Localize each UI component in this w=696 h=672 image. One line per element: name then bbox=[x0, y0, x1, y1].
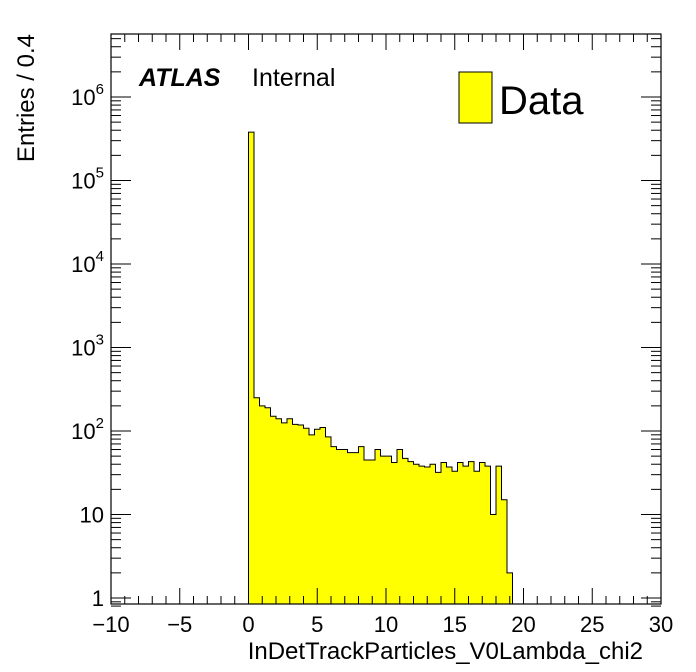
y-tick-label: 104 bbox=[71, 248, 104, 277]
histogram-bin bbox=[496, 466, 502, 604]
histogram-bin bbox=[298, 424, 304, 604]
histogram-bin bbox=[342, 449, 348, 604]
histogram-bin bbox=[353, 452, 359, 604]
histogram-bin bbox=[347, 452, 353, 604]
histogram-bin bbox=[430, 464, 436, 604]
histogram-bin bbox=[391, 462, 397, 604]
x-tick-label: 20 bbox=[511, 612, 535, 637]
histogram-bin bbox=[309, 434, 315, 604]
x-tick-label: −5 bbox=[167, 612, 192, 637]
histogram-bin bbox=[479, 462, 485, 604]
histogram-bin bbox=[490, 514, 496, 604]
histogram-bin bbox=[364, 459, 370, 604]
histogram-bin bbox=[441, 462, 447, 604]
legend-label-data: Data bbox=[499, 79, 584, 123]
x-tick-label: −10 bbox=[92, 612, 129, 637]
histogram-bin bbox=[408, 461, 414, 604]
x-tick-label: 15 bbox=[443, 612, 467, 637]
histogram-bin bbox=[265, 407, 271, 604]
y-tick-label: 106 bbox=[71, 81, 104, 110]
x-tick-label: 0 bbox=[242, 612, 254, 637]
histogram-bin bbox=[457, 462, 463, 604]
x-axis-tick-labels: −10 −5 0 5 10 15 20 25 30 bbox=[92, 612, 673, 637]
histogram-bin bbox=[413, 464, 419, 604]
y-tick-label: 10 bbox=[80, 503, 104, 528]
histogram-bin bbox=[375, 449, 381, 604]
y-tick-label: 105 bbox=[71, 165, 104, 194]
histogram-bin bbox=[331, 446, 337, 604]
y-tick-label: 103 bbox=[71, 332, 104, 361]
histogram-bin bbox=[397, 449, 403, 604]
y-tick-label: 1 bbox=[92, 586, 104, 611]
legend-swatch-data bbox=[458, 71, 493, 124]
atlas-label: ATLAS bbox=[138, 64, 221, 92]
histogram-outline bbox=[248, 131, 513, 604]
x-tick-label: 30 bbox=[649, 612, 673, 637]
x-tick-label: 25 bbox=[580, 612, 604, 637]
histogram-bin bbox=[270, 416, 276, 604]
histogram-bin bbox=[419, 466, 425, 604]
histogram-bin bbox=[320, 427, 326, 604]
histogram-bin bbox=[292, 424, 298, 604]
histogram-bin bbox=[452, 471, 458, 604]
y-tick-label: 102 bbox=[71, 415, 104, 444]
histogram-bin bbox=[380, 456, 386, 604]
histogram-bin bbox=[507, 572, 513, 604]
histogram-bin bbox=[287, 418, 293, 604]
histogram-bin bbox=[446, 467, 452, 604]
x-tick-label: 5 bbox=[311, 612, 323, 637]
x-axis-title: InDetTrackParticles_V0Lambda_chi2 bbox=[248, 638, 643, 665]
histogram-bin bbox=[325, 436, 331, 604]
histogram-bars bbox=[248, 132, 513, 604]
histogram-bin bbox=[474, 471, 480, 604]
histogram-bin bbox=[485, 466, 491, 604]
histogram-bin bbox=[386, 456, 392, 604]
histogram-bin bbox=[369, 459, 375, 604]
x-tick-label: 10 bbox=[374, 612, 398, 637]
y-axis-ticks bbox=[111, 38, 661, 607]
histogram-bin bbox=[468, 461, 474, 604]
histogram-bin bbox=[336, 449, 342, 604]
histogram-bin bbox=[501, 499, 507, 604]
histogram-bin bbox=[402, 458, 408, 604]
histogram-bin bbox=[303, 428, 309, 604]
histogram-bin bbox=[314, 429, 320, 604]
histogram-bin bbox=[463, 466, 469, 604]
histogram-bin bbox=[254, 397, 260, 604]
internal-label: Internal bbox=[252, 64, 335, 92]
x-axis-ticks bbox=[110, 34, 662, 604]
histogram-bin bbox=[281, 422, 287, 604]
histogram-bin bbox=[248, 132, 254, 604]
y-axis-tick-labels: 1 10 102 103 104 105 106 bbox=[71, 81, 104, 611]
histogram-bin bbox=[435, 472, 441, 604]
histogram-bin bbox=[424, 467, 430, 604]
y-axis-title: Entries / 0.4 bbox=[13, 34, 40, 162]
histogram-bin bbox=[276, 418, 282, 604]
histogram-bin bbox=[358, 446, 364, 604]
histogram-bin bbox=[259, 405, 265, 604]
